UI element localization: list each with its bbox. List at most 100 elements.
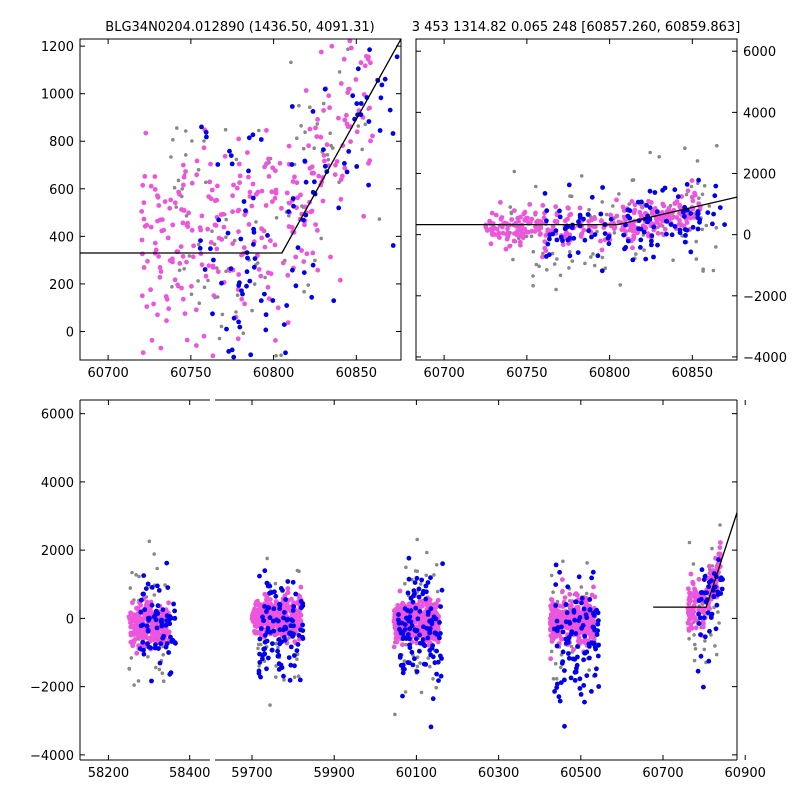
data-point-blue: [378, 95, 384, 101]
data-point-gray: [234, 310, 238, 314]
data-point-pink: [433, 626, 439, 632]
data-point-pink: [251, 612, 257, 617]
data-point-blue: [651, 254, 656, 260]
data-point-pink: [264, 598, 270, 604]
data-point-blue: [714, 602, 720, 608]
data-point-pink: [206, 263, 212, 269]
data-point-blue: [647, 205, 653, 211]
data-point-blue: [245, 255, 250, 261]
data-point-pink: [338, 177, 344, 182]
data-point-gray: [710, 546, 714, 551]
data-point-blue: [406, 576, 412, 582]
y-tick-label: 0: [66, 612, 74, 627]
data-point-blue: [638, 237, 644, 243]
data-point-blue: [428, 575, 433, 581]
data-point-blue: [140, 591, 146, 597]
data-point-gray: [584, 591, 589, 596]
data-point-pink: [189, 283, 194, 289]
data-point-blue: [262, 291, 267, 297]
data-point-gray: [634, 252, 638, 256]
data-point-blue: [156, 646, 161, 651]
data-point-blue: [558, 680, 564, 685]
data-point-pink: [577, 205, 583, 211]
data-point-blue: [683, 233, 688, 238]
data-point-pink: [136, 631, 142, 637]
data-point-blue: [142, 607, 148, 613]
data-point-pink: [256, 267, 262, 272]
data-point-pink: [393, 636, 399, 641]
data-point-pink: [548, 656, 554, 662]
data-point-pink: [207, 179, 213, 185]
data-point-blue: [672, 224, 678, 229]
data-point-blue: [382, 76, 388, 82]
data-point-gray: [265, 556, 270, 561]
data-point-gray: [627, 202, 631, 206]
data-point-pink: [212, 222, 218, 228]
data-point-gray: [204, 180, 208, 185]
data-point-gray: [534, 262, 539, 267]
data-point-blue: [622, 246, 627, 252]
data-point-blue: [346, 149, 352, 154]
data-point-pink: [172, 277, 178, 283]
data-point-gray: [511, 257, 515, 262]
data-point-pink: [172, 200, 178, 206]
data-point-gray: [136, 679, 141, 683]
data-point-gray: [289, 60, 293, 65]
data-point-blue: [578, 692, 584, 697]
data-point-blue: [592, 232, 598, 238]
data-point-blue: [166, 650, 172, 655]
data-point-blue: [408, 619, 414, 625]
data-point-gray: [689, 184, 694, 189]
data-point-pink: [706, 563, 712, 569]
data-point-pink: [269, 189, 275, 195]
data-point-pink: [250, 181, 256, 187]
data-point-blue: [432, 630, 438, 636]
data-point-pink: [347, 39, 353, 44]
data-point-gray: [554, 287, 558, 292]
data-point-pink: [691, 215, 697, 220]
data-point-blue: [281, 634, 287, 640]
data-point-blue: [427, 630, 432, 636]
data-point-pink: [310, 250, 316, 256]
data-point-gray: [700, 227, 704, 232]
data-point-pink: [348, 139, 353, 145]
data-point-blue: [137, 646, 143, 651]
x-tick-label: 60300: [478, 766, 519, 781]
data-point-blue: [164, 560, 170, 566]
data-point-pink: [261, 228, 267, 234]
data-point-gray: [130, 570, 134, 575]
data-point-blue: [396, 612, 401, 617]
data-point-gray: [160, 671, 165, 675]
data-point-blue: [145, 628, 151, 634]
data-point-pink: [368, 60, 373, 66]
data-point-pink: [298, 192, 303, 198]
data-point-blue: [554, 237, 560, 243]
data-point-pink: [274, 612, 280, 617]
data-point-gray: [404, 642, 408, 647]
data-point-blue: [575, 644, 580, 649]
data-point-blue: [163, 622, 169, 628]
data-point-blue: [248, 352, 254, 358]
data-point-pink: [586, 219, 592, 224]
data-point-pink: [550, 630, 556, 635]
data-point-pink: [336, 115, 341, 121]
data-point-blue: [436, 678, 441, 683]
data-point-blue: [677, 227, 683, 233]
data-point-pink: [322, 158, 327, 164]
data-point-blue: [167, 671, 173, 677]
x-tick-label: 60850: [336, 366, 377, 381]
data-point-gray: [531, 274, 535, 278]
data-point-pink: [578, 233, 584, 239]
data-point-blue: [582, 237, 588, 243]
data-point-blue: [149, 602, 155, 608]
data-point-gray: [152, 593, 157, 597]
data-point-pink: [181, 182, 186, 188]
data-point-pink: [180, 220, 186, 226]
data-point-gray: [714, 245, 718, 249]
data-point-pink: [273, 338, 278, 343]
x-tick-label: 60100: [396, 766, 437, 781]
data-point-blue: [595, 621, 601, 627]
data-point-blue: [711, 593, 717, 599]
data-point-pink: [157, 265, 163, 270]
data-point-gray: [161, 679, 166, 683]
